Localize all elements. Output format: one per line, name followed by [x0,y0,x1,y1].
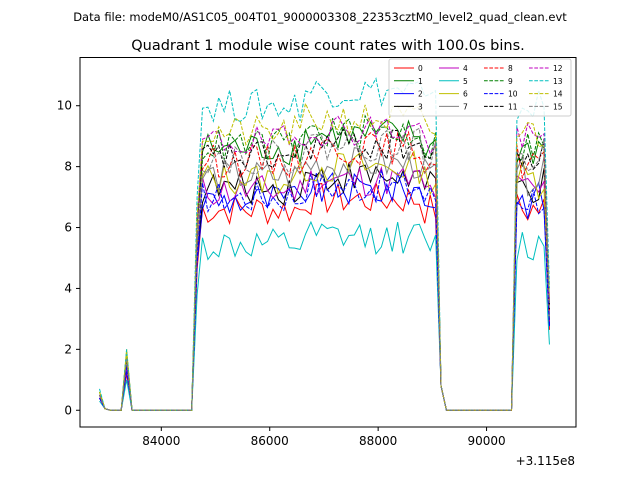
legend-box [388,58,572,117]
y-tick-label: 8 [64,160,72,174]
series-line-10 [99,169,550,411]
series-line-15 [99,127,550,411]
legend-label: 2 [418,90,423,99]
series-line-13 [99,77,550,411]
x-tick-label: 90000 [467,434,505,448]
legend-label: 7 [463,102,468,111]
legend-label: 11 [508,102,518,111]
plot-frame [79,57,577,428]
series-line-1 [99,119,550,411]
legend-label: 8 [508,64,513,73]
legend-label: 10 [508,90,518,99]
series-line-0 [99,181,550,411]
x-tick-label: 84000 [142,434,180,448]
y-tick-label: 4 [64,281,72,295]
y-tick-label: 6 [64,221,72,235]
legend-label: 0 [418,64,423,73]
x-tick-label: 86000 [251,434,289,448]
series-line-2 [99,171,550,411]
legend-label: 4 [463,64,468,73]
chart-title: Quadrant 1 module wise count rates with … [131,38,525,54]
x-tick-label: 88000 [359,434,397,448]
legend-label: 13 [553,77,563,86]
x-offset-label: +3.115e8 [516,454,575,468]
series-line-14 [99,101,550,411]
legend-label: 12 [553,64,563,73]
series-line-9 [99,114,550,411]
series-group [99,77,550,411]
y-tick-label: 2 [64,342,72,356]
legend-label: 6 [463,90,468,99]
legend-label: 3 [418,102,423,111]
legend-label: 15 [553,102,563,111]
plot-area [79,57,577,428]
series-line-4 [99,165,550,411]
y-tick-label: 10 [57,99,72,113]
chart-suptitle: Data file: modeM0/AS1C05_004T01_90000033… [73,10,567,24]
series-line-7 [99,147,550,411]
legend-label: 9 [508,77,513,86]
y-tick-label: 0 [64,403,72,417]
axes: 84000 86000 88000 90000 0 2 4 6 8 10 [57,99,506,448]
legend-label: 14 [553,90,563,99]
series-line-5 [99,220,550,411]
series-line-12 [99,115,550,411]
legend-label: 1 [418,77,423,86]
legend-label: 5 [463,77,468,86]
